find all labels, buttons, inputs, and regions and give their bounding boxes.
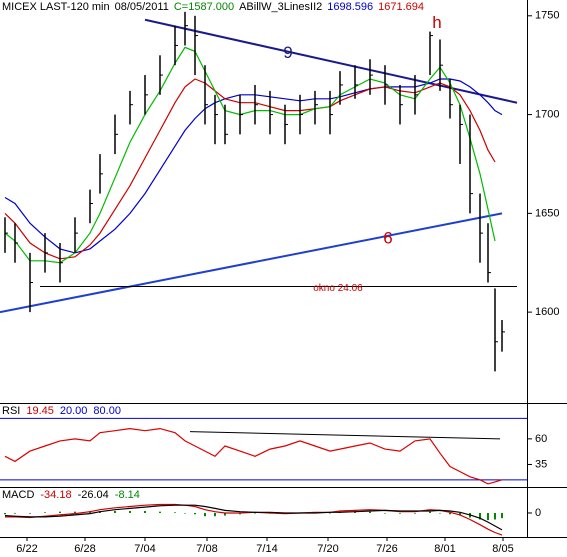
histogram-bar: [74, 511, 76, 513]
histogram-bar: [14, 512, 16, 514]
header-item: RSI: [2, 405, 20, 417]
header-item: C=1587.000: [174, 1, 234, 13]
histogram-bar: [59, 511, 61, 513]
panel-header: RSI 19.45 20.00 80.00: [2, 405, 121, 417]
histogram-bar: [29, 512, 31, 514]
annotation: h: [432, 13, 441, 32]
y-tick-label: 35: [535, 458, 547, 470]
histogram-bar: [439, 512, 441, 514]
y-tick-label: 1750: [535, 10, 559, 22]
x-tick-label: 7/14: [256, 543, 277, 555]
panel-header: MACD -34.18 -26.04 -8.14: [2, 489, 140, 501]
histogram-bar: [354, 511, 356, 513]
series-line: [4, 504, 503, 531]
histogram-bar: [44, 512, 46, 513]
histogram-bar: [501, 512, 503, 519]
x-tick-label: 7/08: [196, 543, 217, 555]
header-item: 19.45: [26, 405, 54, 417]
header-item: 1671.694: [378, 1, 424, 13]
histogram-bar: [479, 512, 481, 520]
header-item: 1698.596: [327, 1, 373, 13]
trend-line: [189, 431, 501, 440]
x-tick-label: 6/28: [74, 543, 95, 555]
header-item: 08/05/2011: [115, 1, 169, 13]
y-tick-label: 1600: [535, 306, 559, 318]
histogram-bar: [384, 512, 386, 514]
y-tick-label: 0: [535, 507, 541, 519]
histogram-bar: [224, 512, 226, 516]
histogram-bar: [239, 512, 241, 515]
header-item: -34.18: [40, 489, 71, 501]
header-item: MACD: [2, 489, 34, 501]
header-item: -26.04: [78, 489, 109, 501]
histogram-bar: [204, 512, 206, 517]
x-tick-label: 8/01: [434, 543, 455, 555]
header-item: ABillW_3LinesII2: [239, 1, 322, 13]
histogram-bar: [174, 512, 176, 513]
histogram-bar: [194, 512, 196, 515]
header-item: 80.00: [93, 405, 121, 417]
x-tick-label: 7/26: [376, 543, 397, 555]
histogram-bar: [129, 511, 131, 513]
histogram-bar: [459, 512, 461, 516]
trend-line: [144, 18, 518, 104]
header-item: 20.00: [60, 405, 88, 417]
histogram-bar: [449, 512, 451, 515]
header-item: -8.14: [115, 489, 140, 501]
x-tick-label: 7/04: [134, 543, 155, 555]
histogram-bar: [494, 512, 496, 520]
histogram-bar: [487, 512, 489, 521]
trend-line: [0, 212, 503, 314]
histogram-bar: [4, 512, 6, 515]
y-tick-label: 1650: [535, 207, 559, 219]
histogram-bar: [399, 512, 401, 514]
histogram-bar: [114, 511, 116, 513]
histogram-bar: [144, 511, 146, 513]
panel-header: MICEX LAST-120 min 08/05/2011 C=1587.000 AB…: [2, 1, 424, 13]
histogram-bar: [329, 512, 331, 514]
histogram-bar: [184, 512, 186, 514]
y-tick-label: 60: [535, 433, 547, 445]
histogram-bar: [414, 512, 416, 514]
x-tick-label: 8/05: [492, 543, 513, 555]
histogram-bar: [159, 511, 161, 513]
histogram-bar: [214, 512, 216, 517]
annotation: 6: [383, 229, 392, 248]
annotation: okno 24.06: [313, 283, 363, 294]
annotation: 9: [283, 43, 292, 62]
histogram-bar: [369, 511, 371, 513]
x-tick-label: 7/20: [317, 543, 338, 555]
series-line: [4, 427, 503, 485]
header-item: MICEX LAST-120 min: [2, 1, 110, 13]
series-line: [4, 78, 503, 254]
y-tick-label: 1700: [535, 108, 559, 120]
histogram-bar: [429, 511, 431, 513]
histogram-bar: [254, 512, 256, 514]
x-tick-label: 6/22: [16, 543, 37, 555]
